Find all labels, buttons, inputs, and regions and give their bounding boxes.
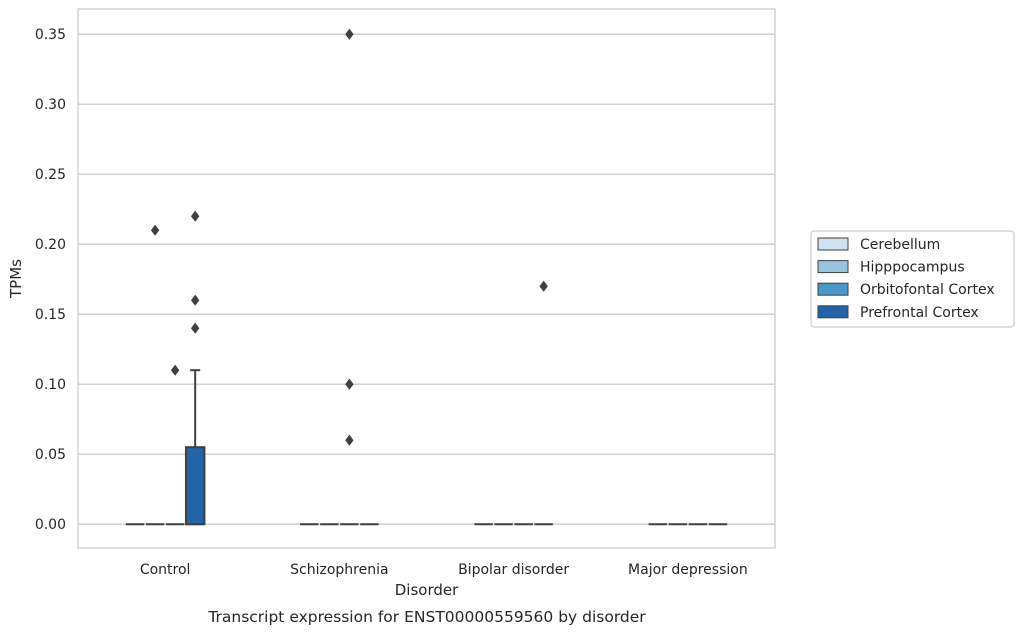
y-tick-label: 0.10 (35, 377, 66, 393)
legend-label: Cerebellum (860, 237, 940, 253)
x-axis-ticks: Control Schizophrenia Bipolar disorder Majo… (140, 562, 748, 578)
x-axis-label: Disorder (395, 581, 459, 599)
outlier-point (150, 224, 160, 236)
legend-label: Hipppocampus (860, 260, 965, 276)
outlier-point (345, 378, 354, 390)
box-body (184, 446, 206, 526)
x-tick-label: Bipolar disorder (458, 562, 569, 578)
y-tick-label: 0.00 (35, 517, 66, 533)
outlier-point (190, 294, 200, 306)
legend-label: Prefrontal Cortex (860, 305, 979, 321)
y-tick-label: 0.20 (35, 237, 66, 253)
x-tick-label: Control (140, 562, 191, 578)
box-2-1 (340, 28, 359, 526)
box-plots (125, 28, 728, 526)
legend-swatch (817, 237, 849, 251)
x-tick-label: Schizophrenia (290, 562, 388, 578)
outlier-point (190, 210, 200, 222)
x-tick-label: Major depression (628, 562, 748, 578)
y-tick-label: 0.05 (35, 447, 66, 463)
outlier-point (190, 322, 200, 334)
box-2-0 (165, 364, 185, 526)
legend-swatch (817, 260, 849, 274)
outlier-point (345, 434, 354, 446)
y-axis-label: TPMs (7, 259, 25, 299)
y-tick-label: 0.30 (35, 97, 66, 113)
legend: Cerebellum Hipppocampus Orbitofontal Corte… (810, 230, 1015, 328)
legend-swatch (817, 305, 849, 319)
outlier-point (170, 364, 180, 376)
chart-caption: Transcript expression for ENST0000055956… (207, 608, 646, 626)
box-1-0 (145, 224, 165, 526)
outlier-point (345, 28, 354, 40)
legend-swatch (817, 282, 849, 296)
gridlines (78, 33, 775, 525)
y-tick-label: 0.15 (35, 307, 66, 323)
legend-frame (810, 230, 1015, 328)
plot-frame (77, 8, 776, 549)
y-tick-label: 0.25 (35, 167, 66, 183)
y-axis-ticks: 0.00 0.05 0.10 0.15 0.20 0.25 0.30 0.35 (35, 27, 66, 533)
box-3-2 (534, 280, 553, 526)
y-tick-label: 0.35 (35, 27, 66, 43)
legend-label: Orbitofontal Cortex (860, 282, 995, 298)
outlier-point (539, 280, 548, 292)
box-3-0 (184, 210, 206, 526)
